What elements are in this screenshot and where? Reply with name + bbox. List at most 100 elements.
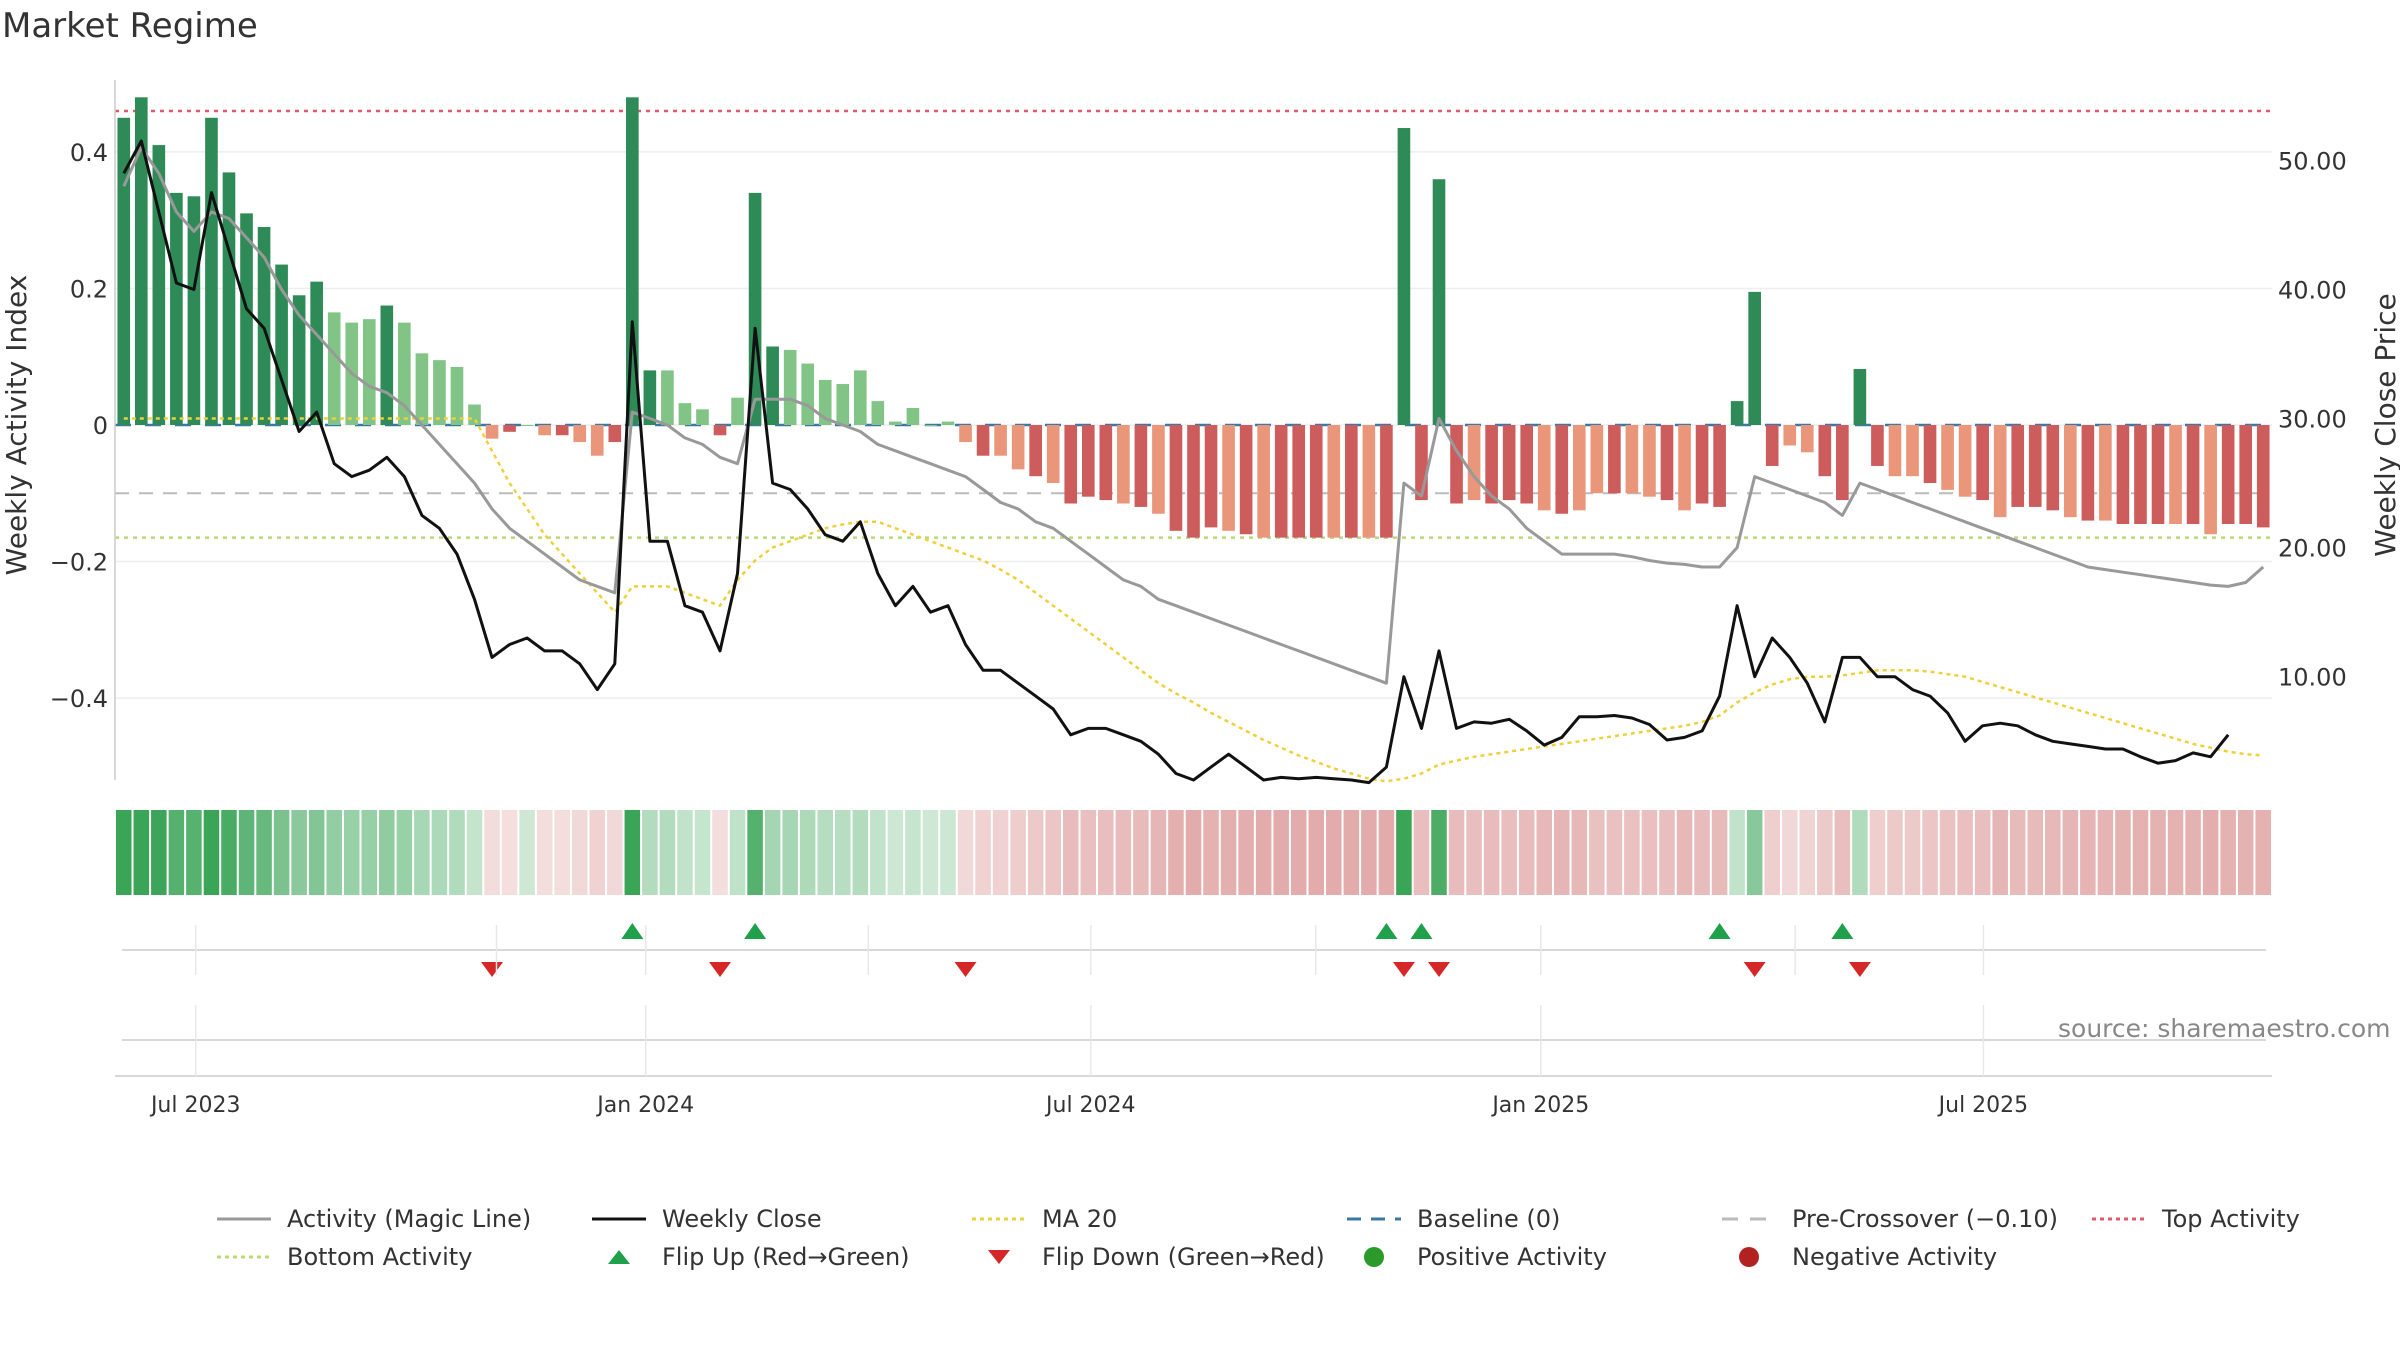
activity-bar — [1748, 291, 1761, 425]
activity-bar — [766, 346, 779, 425]
activity-bar — [2151, 425, 2165, 524]
activity-bar — [1450, 425, 1463, 504]
regime-strip-cell — [957, 810, 974, 895]
regime-strip-cell — [1887, 810, 1903, 895]
flip-up-marker — [1708, 923, 1731, 939]
regime-strip-cell — [308, 810, 325, 895]
regime-strip-cell — [1518, 810, 1535, 895]
regime-strip-cell — [1133, 810, 1149, 895]
activity-bar — [1958, 425, 1972, 497]
activity-bar — [696, 409, 709, 425]
activity-bar — [1572, 425, 1586, 511]
activity-bar — [1187, 425, 1200, 538]
legend-item: Positive Activity — [1345, 1243, 1607, 1271]
legend-item: Top Activity — [2090, 1205, 2300, 1233]
regime-strip-cell — [1115, 810, 1132, 895]
activity-bar — [853, 370, 867, 425]
regime-strip-cell — [992, 810, 1009, 895]
regime-strip-cell — [799, 810, 816, 895]
regime-strip-cell — [326, 810, 342, 895]
regime-strip-cell — [2237, 810, 2254, 895]
legend-label: Pre-Crossover (−0.10) — [1792, 1205, 2059, 1233]
activity-bar — [538, 425, 551, 436]
legend-item: Bottom Activity — [215, 1243, 472, 1271]
regime-strip-cell — [887, 810, 904, 895]
regime-strip-cell — [1571, 810, 1588, 895]
regime-strip-cell — [1027, 810, 1044, 895]
regime-strip-cell — [2045, 810, 2061, 895]
activity-bar — [170, 192, 183, 425]
regime-strip-cell — [940, 810, 956, 895]
dotted-line-icon — [217, 1255, 271, 1259]
activity-bar — [415, 353, 429, 425]
flip-down-marker — [709, 962, 732, 977]
activity-bar — [1239, 425, 1253, 535]
regime-strip-cell — [1799, 810, 1816, 895]
weekly-close-line — [122, 139, 2230, 785]
regime-strip-cell — [133, 810, 150, 895]
activity-bar — [871, 401, 885, 425]
activity-bar — [117, 117, 131, 426]
regime-strip-cell — [431, 810, 448, 895]
activity-bar — [1099, 425, 1113, 501]
activity-bar — [1467, 425, 1481, 501]
solid-line-icon — [217, 1217, 271, 1221]
regime-strip-cell — [2220, 810, 2236, 895]
regime-strip-cell — [2097, 810, 2114, 895]
activity-bar — [2239, 425, 2253, 524]
regime-strip-cell — [1711, 810, 1728, 895]
regime-strip-cell — [1483, 810, 1500, 895]
activity-bar — [1257, 425, 1270, 538]
y-left-tick-label: 0.4 — [70, 139, 108, 167]
source-label: source: sharemaestro.com — [2058, 1014, 2391, 1043]
regime-strip-cell — [291, 810, 307, 895]
activity-bar — [2081, 425, 2095, 521]
regime-strip-cell — [2185, 810, 2201, 895]
activity-bar — [1537, 425, 1551, 511]
regime-strip-cell — [536, 810, 553, 895]
activity-bar — [1117, 425, 1130, 504]
x-tick-label: Jul 2023 — [149, 1093, 241, 1118]
regime-strip-cell — [2115, 810, 2131, 895]
legend-item: Pre-Crossover (−0.10) — [1720, 1205, 2058, 1233]
activity-bar — [959, 425, 972, 443]
activity-bar — [2011, 425, 2025, 507]
activity-bar — [1309, 425, 1323, 538]
legend-label: Top Activity — [2162, 1205, 2300, 1233]
x-tick-label: Jan 2025 — [1490, 1093, 1589, 1118]
regime-strip-cell — [466, 810, 483, 895]
regime-strip-cell — [1869, 810, 1886, 895]
y-left-tick-label: −0.4 — [50, 685, 108, 713]
activity-bar — [450, 366, 464, 425]
regime-strip-cell — [1466, 810, 1482, 895]
activity-bar — [2169, 425, 2182, 524]
activity-bar — [1204, 425, 1218, 528]
activity-bar — [2046, 425, 2060, 511]
regime-strip-cell — [905, 810, 921, 895]
regime-strip-cell — [1238, 810, 1254, 895]
regime-strip-cell — [168, 810, 185, 895]
activity-bar — [976, 425, 990, 456]
activity-bar — [485, 425, 499, 439]
regime-strip-cell — [2255, 810, 2271, 895]
activity-bar — [380, 305, 394, 425]
y-right-tick-label: 50.00 — [2278, 147, 2347, 175]
regime-strip-cell — [589, 810, 606, 895]
activity-bar — [1976, 425, 1989, 501]
regime-strip-cell — [1536, 810, 1552, 895]
activity-bar — [240, 213, 253, 425]
activity-bar — [1081, 425, 1095, 497]
regime-strip-cell — [1554, 810, 1570, 895]
activity-bar — [398, 322, 411, 425]
page-title: Market Regime — [2, 6, 258, 46]
regime-strip-cell — [835, 810, 851, 895]
regime-strip-cell — [1010, 810, 1026, 895]
y-left-tick-label: −0.2 — [50, 549, 108, 577]
dashed-line-icon — [1347, 1217, 1401, 1221]
regime-strip-cell — [1624, 810, 1640, 895]
activity-bar — [2134, 425, 2147, 524]
regime-strip-cell — [1098, 810, 1114, 895]
regime-strip-cell — [1308, 810, 1325, 895]
flip-up-marker — [1410, 923, 1433, 939]
